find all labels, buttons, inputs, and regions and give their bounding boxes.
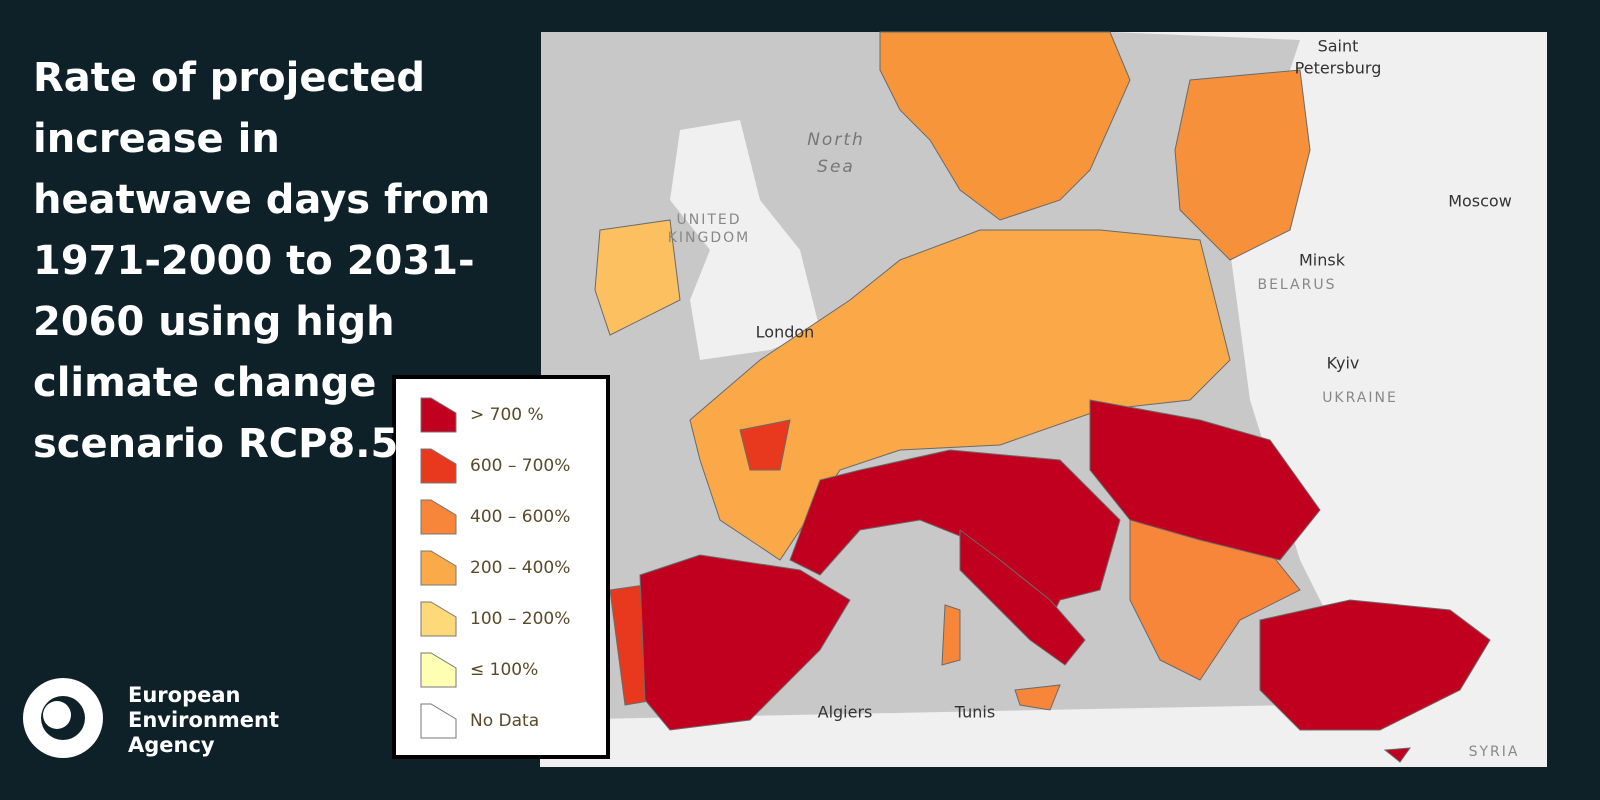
legend-swatch (420, 499, 457, 535)
map-label: BELARUS (1257, 277, 1336, 293)
legend-label: > 700 % (470, 405, 544, 425)
legend-swatch (420, 550, 457, 586)
logo-text: Environment (128, 708, 279, 732)
region (941, 604, 961, 666)
map-label: KINGDOM (668, 230, 751, 246)
title: Rate of projected increase in heatwave d… (33, 55, 491, 467)
legend-swatch (420, 448, 457, 484)
logo-text: European (128, 683, 240, 707)
map (540, 31, 1547, 767)
legend-label: 200 – 400% (470, 558, 570, 578)
map-label: UKRAINE (1322, 390, 1398, 406)
map-label: Algiers (818, 703, 873, 722)
region (879, 31, 1131, 221)
map-label: London (756, 323, 815, 342)
legend-label: 600 – 700% (470, 456, 570, 476)
legend-swatch (420, 703, 457, 739)
region (689, 229, 1231, 561)
region (1014, 684, 1061, 711)
map-label: SYRIA (1469, 744, 1520, 760)
map-label: Saint (1318, 37, 1359, 56)
map-label: UNITED (676, 212, 741, 228)
region (739, 419, 791, 471)
map-label: Moscow (1448, 192, 1512, 211)
map-label: Petersburg (1295, 59, 1382, 78)
map-label: Tunis (954, 703, 995, 722)
legend-label: 100 – 200% (470, 609, 570, 629)
region (1383, 747, 1412, 763)
logo-text: Agency (128, 733, 215, 757)
map-label: Minsk (1299, 251, 1346, 270)
region (1089, 399, 1321, 561)
region (1259, 599, 1491, 731)
legend-label: ≤ 100% (470, 660, 538, 680)
map-label: Kyiv (1327, 354, 1360, 373)
land-nodata (1110, 32, 1547, 767)
legend-swatch (420, 397, 457, 433)
map-label: North (807, 130, 865, 150)
region (639, 554, 851, 731)
legend-swatch (420, 601, 457, 637)
logo-icon (23, 678, 103, 758)
map-label: Sea (817, 157, 855, 177)
legend-label: No Data (470, 711, 539, 731)
region (594, 219, 681, 336)
logo-inner (43, 701, 71, 729)
region (959, 529, 1086, 666)
land-uk (670, 120, 820, 360)
legend-label: 400 – 600% (470, 507, 570, 527)
legend-swatch (420, 652, 457, 688)
region (1174, 69, 1311, 261)
